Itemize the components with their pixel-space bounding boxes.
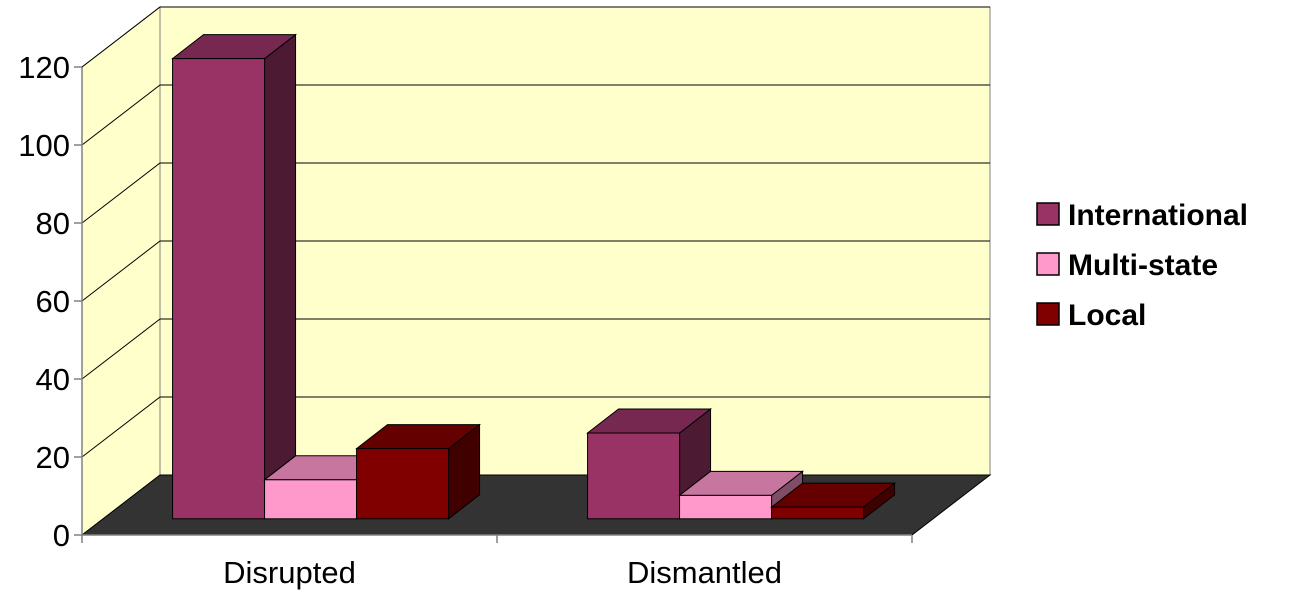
gridlines (81, 6, 990, 458)
legend-label: Local (1068, 299, 1146, 332)
x-category-label: Dismantled (627, 555, 782, 590)
y-tick-label: 100 (18, 128, 70, 163)
bar-front-face (264, 479, 358, 520)
legend-swatch (1036, 302, 1060, 326)
gridline (81, 6, 990, 68)
legend-item: International (1036, 199, 1248, 232)
bar-international-dismantled (586, 407, 713, 520)
y-axis-tick-labels: 0 20 40 60 80 100 120 (18, 50, 70, 553)
bars (171, 33, 897, 520)
legend-label: Multi-state (1068, 249, 1218, 282)
legend-swatch (1036, 202, 1060, 226)
gridline (81, 396, 990, 458)
legend-item: Multi-state (1036, 249, 1218, 282)
gridline (81, 240, 990, 302)
bar-front-face (356, 448, 450, 520)
y-tick-label: 40 (36, 362, 70, 397)
bar-front-face (172, 58, 266, 520)
bar-front-face (771, 506, 865, 520)
y-tick-label: 60 (36, 284, 70, 319)
bar-local-disrupted (355, 423, 482, 520)
legend-item: Local (1036, 299, 1146, 332)
bar-front-face (679, 494, 773, 520)
bar-front-face (587, 432, 681, 520)
x-category-label: Disrupted (223, 555, 356, 590)
bar-side-face (264, 33, 297, 520)
y-tick-label: 80 (36, 206, 70, 241)
legend-swatch (1036, 252, 1060, 276)
legend-label: International (1068, 199, 1248, 232)
axes (74, 66, 913, 543)
y-tick-label: 0 (53, 518, 70, 553)
y-tick-label: 20 (36, 440, 70, 475)
gridline (81, 162, 990, 224)
bar-local-dismantled (770, 482, 897, 520)
gridline (81, 318, 990, 380)
x-axis-category-labels: Disrupted Dismantled (223, 555, 782, 590)
legend: International Multi-state Local (1036, 199, 1248, 332)
y-tick-label: 120 (18, 50, 70, 85)
gridline (81, 84, 990, 146)
bar-international-disrupted (171, 33, 298, 520)
